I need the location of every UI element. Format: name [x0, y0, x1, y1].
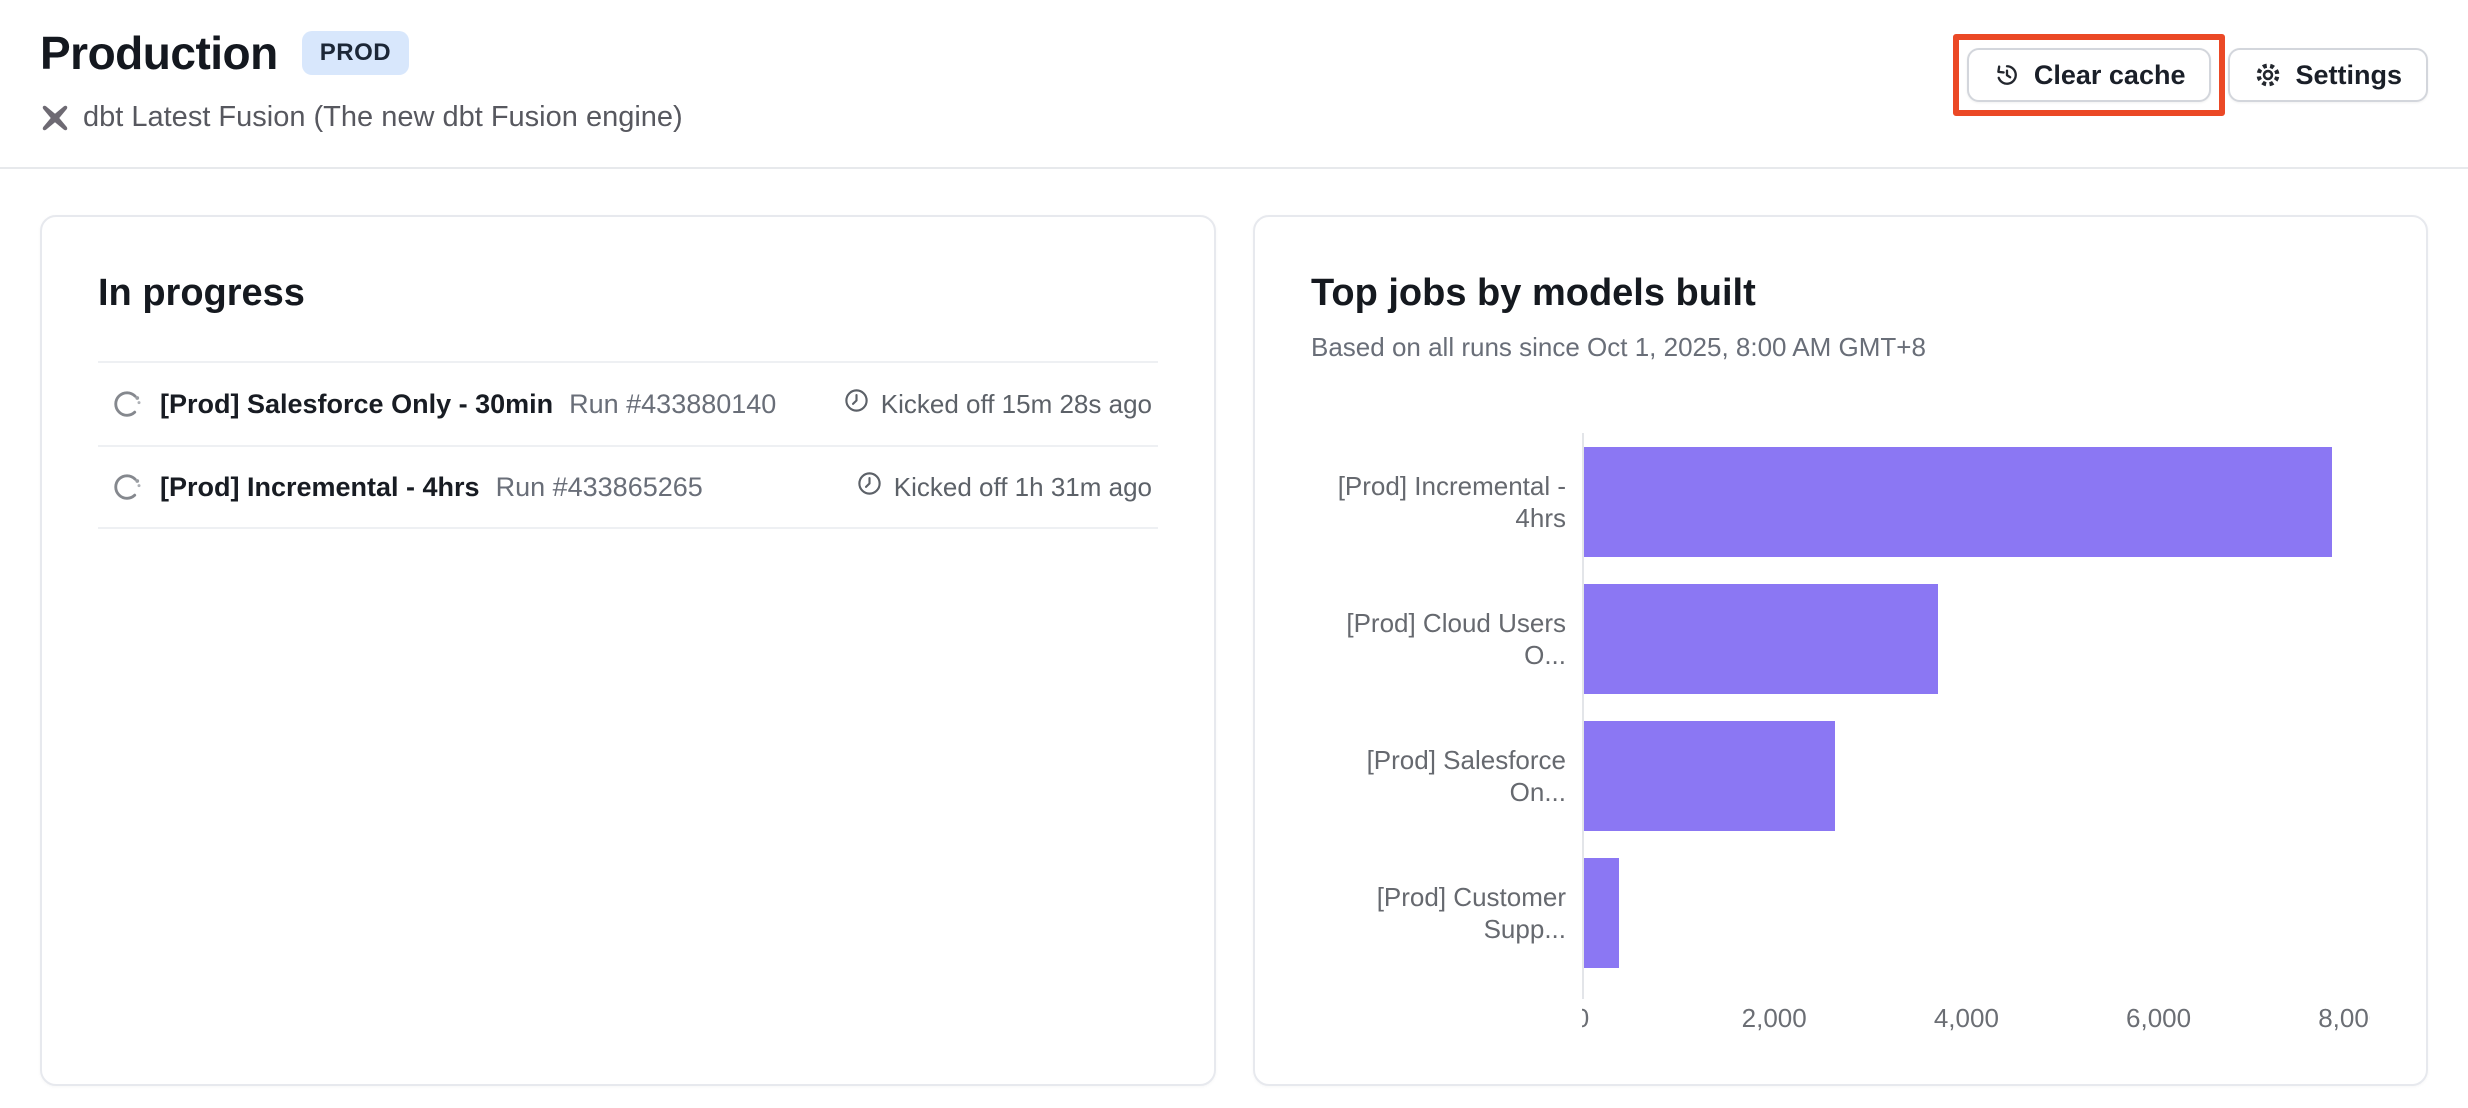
gear-icon: [2254, 61, 2282, 89]
chart-bar-area: [1582, 570, 2370, 707]
top-jobs-card: Top jobs by models built Based on all ru…: [1253, 215, 2428, 1086]
settings-label: Settings: [2295, 59, 2402, 90]
chart-bar-row: [Prod] Salesforce On...: [1311, 707, 2370, 844]
clear-cache-button[interactable]: Clear cache: [1966, 48, 2212, 102]
dbt-logo-icon: [40, 103, 70, 133]
in-progress-card: In progress [Prod] Salesforce Only - 30m…: [40, 215, 1216, 1086]
header-actions: Clear cache Settings: [1952, 34, 2428, 116]
run-row[interactable]: [Prod] Incremental - 4hrs Run #433865265…: [98, 445, 1158, 529]
chart-bar-row: [Prod] Cloud Users O...: [1311, 570, 2370, 707]
spinner-icon: [112, 389, 142, 419]
x-axis-tick-label: 0: [1582, 1003, 1589, 1034]
chart-bar[interactable]: [1582, 446, 2332, 557]
runs-list: [Prod] Salesforce Only - 30min Run #4338…: [98, 361, 1158, 529]
in-progress-title: In progress: [98, 272, 305, 314]
clock-icon: [843, 387, 870, 421]
chart-bar-area: [1582, 844, 2370, 981]
chart-bar[interactable]: [1582, 720, 1835, 831]
chart-bar[interactable]: [1582, 583, 1938, 694]
chart-category-label: [Prod] Cloud Users O...: [1346, 607, 1566, 670]
chart-category-label: [Prod] Salesforce On...: [1366, 744, 1566, 807]
history-icon: [1993, 61, 2021, 89]
header-divider: [0, 167, 2468, 169]
kicked-off-text: Kicked off 15m 28s ago: [880, 388, 1152, 419]
x-axis: 0 2,000 4,000 6,000 8,000: [1582, 1003, 2370, 1047]
chart-bar[interactable]: [1582, 857, 1620, 968]
environment-badge: PROD: [301, 31, 410, 75]
run-row[interactable]: [Prod] Salesforce Only - 30min Run #4338…: [98, 361, 1158, 445]
page-header: Production PROD dbt Latest Fusion (The n…: [0, 0, 2468, 134]
page-title: Production: [40, 27, 278, 79]
chart-subtitle: Based on all runs since Oct 1, 2025, 8:0…: [1311, 332, 1926, 362]
chart-bar-area: [1582, 707, 2370, 844]
chart-bar-row: [Prod] Incremental - 4hrs: [1311, 433, 2370, 570]
chart-category-label: [Prod] Incremental - 4hrs: [1337, 470, 1566, 533]
run-number-link[interactable]: Run #433880140: [569, 388, 777, 419]
title-row: Production PROD: [40, 26, 2428, 80]
engine-subtitle-row: dbt Latest Fusion (The new dbt Fusion en…: [40, 101, 2428, 134]
run-job-name[interactable]: [Prod] Salesforce Only - 30min: [160, 388, 554, 419]
kicked-off: Kicked off 15m 28s ago: [843, 387, 1152, 421]
clear-cache-wrap: Clear cache: [1952, 34, 2226, 116]
main-content: In progress [Prod] Salesforce Only - 30m…: [0, 215, 2468, 1086]
engine-subtitle: dbt Latest Fusion (The new dbt Fusion en…: [83, 101, 683, 133]
run-number-link[interactable]: Run #433865265: [495, 471, 703, 502]
spinner-icon: [112, 472, 142, 502]
y-axis-line: [1582, 433, 1584, 999]
x-axis-tick-label: 8,000: [2318, 1003, 2370, 1033]
clear-cache-label: Clear cache: [2033, 59, 2186, 90]
chart-bar-row: [Prod] Customer Supp...: [1311, 844, 2370, 981]
chart-category-label: [Prod] Customer Supp...: [1376, 881, 1566, 944]
x-axis-tick-label: 6,000: [2126, 1003, 2192, 1033]
x-axis-tick-label: 2,000: [1741, 1003, 1807, 1033]
kicked-off-text: Kicked off 1h 31m ago: [893, 471, 1152, 502]
run-job-name[interactable]: [Prod] Incremental - 4hrs: [160, 471, 480, 502]
settings-button[interactable]: Settings: [2228, 48, 2428, 102]
kicked-off: Kicked off 1h 31m ago: [856, 470, 1152, 504]
bar-chart: [Prod] Incremental - 4hrs [Prod] Cloud Us…: [1311, 433, 2370, 1047]
clock-icon: [856, 470, 883, 504]
chart-bar-area: [1582, 433, 2370, 570]
x-axis-tick-label: 4,000: [1933, 1003, 1999, 1033]
chart-plot: [Prod] Incremental - 4hrs [Prod] Cloud Us…: [1311, 433, 2370, 999]
chart-title: Top jobs by models built: [1311, 272, 1756, 314]
